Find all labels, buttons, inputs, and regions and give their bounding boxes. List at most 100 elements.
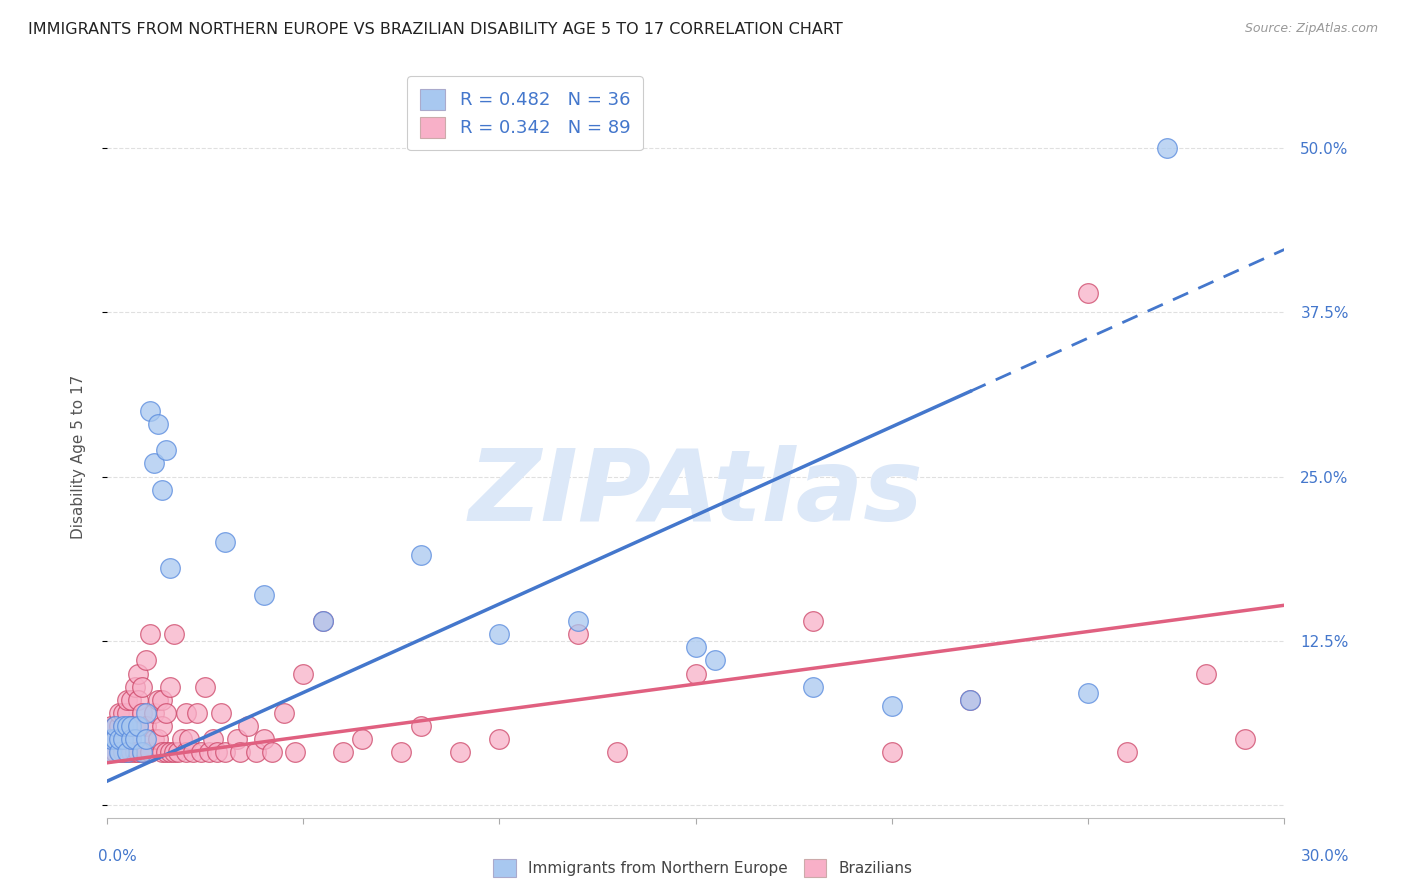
Text: 0.0%: 0.0% [98, 849, 138, 863]
Point [139, 404, 162, 418]
Point [159, 680, 181, 694]
Point [1077, 285, 1099, 300]
Point [111, 745, 134, 759]
Point [685, 666, 707, 681]
Point [120, 732, 142, 747]
Point [104, 732, 127, 747]
Point [312, 614, 335, 628]
Point [135, 706, 157, 720]
Point [1195, 666, 1218, 681]
Point [150, 745, 173, 759]
Point [214, 745, 236, 759]
Point [100, 732, 122, 747]
Point [449, 745, 471, 759]
Point [108, 719, 131, 733]
Point [108, 745, 131, 759]
Point [284, 745, 307, 759]
Point [143, 706, 166, 720]
Point [194, 680, 217, 694]
Point [124, 719, 146, 733]
Point [606, 745, 628, 759]
Point [880, 699, 903, 714]
Text: 30.0%: 30.0% [1302, 849, 1350, 863]
Point [352, 732, 374, 747]
Point [567, 614, 589, 628]
Point [127, 745, 149, 759]
Point [1156, 141, 1178, 155]
Point [146, 692, 169, 706]
Point [100, 745, 122, 759]
Point [253, 732, 276, 747]
Point [245, 745, 267, 759]
Point [159, 745, 181, 759]
Point [104, 732, 127, 747]
Point [111, 732, 134, 747]
Point [120, 692, 142, 706]
Point [214, 535, 236, 549]
Point [179, 732, 201, 747]
Legend: R = 0.482   N = 36, R = 0.342   N = 89: R = 0.482 N = 36, R = 0.342 N = 89 [408, 76, 643, 150]
Point [127, 692, 149, 706]
Point [1077, 686, 1099, 700]
Point [198, 745, 221, 759]
Point [108, 706, 131, 720]
Point [312, 614, 335, 628]
Point [131, 706, 153, 720]
Point [186, 706, 208, 720]
Point [209, 706, 232, 720]
Point [100, 745, 122, 759]
Point [150, 719, 173, 733]
Point [150, 692, 173, 706]
Point [260, 745, 283, 759]
Point [108, 745, 131, 759]
Point [959, 692, 981, 706]
Point [880, 745, 903, 759]
Point [704, 653, 727, 667]
Point [100, 719, 122, 733]
Point [131, 745, 153, 759]
Point [108, 732, 131, 747]
Point [111, 719, 134, 733]
Point [488, 732, 510, 747]
Point [135, 745, 157, 759]
Point [155, 706, 177, 720]
Point [190, 745, 212, 759]
Point [115, 692, 138, 706]
Point [135, 732, 157, 747]
Point [205, 745, 228, 759]
Point [127, 666, 149, 681]
Point [183, 745, 205, 759]
Text: IMMIGRANTS FROM NORTHERN EUROPE VS BRAZILIAN DISABILITY AGE 5 TO 17 CORRELATION : IMMIGRANTS FROM NORTHERN EUROPE VS BRAZI… [28, 22, 842, 37]
Text: Source: ZipAtlas.com: Source: ZipAtlas.com [1244, 22, 1378, 36]
Point [803, 614, 825, 628]
Point [115, 706, 138, 720]
Point [139, 627, 162, 641]
Point [135, 719, 157, 733]
Point [959, 692, 981, 706]
Point [155, 745, 177, 759]
Point [174, 745, 197, 759]
Point [115, 745, 138, 759]
Point [104, 719, 127, 733]
Point [253, 588, 276, 602]
Point [409, 719, 432, 733]
Point [111, 732, 134, 747]
Point [111, 719, 134, 733]
Point [124, 745, 146, 759]
Point [225, 732, 247, 747]
Point [120, 745, 142, 759]
Point [488, 627, 510, 641]
Point [292, 666, 315, 681]
Point [389, 745, 412, 759]
Point [115, 732, 138, 747]
Point [1234, 732, 1257, 747]
Point [166, 745, 188, 759]
Point [159, 561, 181, 575]
Text: ZIPAtlas: ZIPAtlas [468, 444, 924, 541]
Point [273, 706, 295, 720]
Point [238, 719, 260, 733]
Point [143, 732, 166, 747]
Point [120, 719, 142, 733]
Y-axis label: Disability Age 5 to 17: Disability Age 5 to 17 [72, 375, 86, 539]
Point [115, 719, 138, 733]
